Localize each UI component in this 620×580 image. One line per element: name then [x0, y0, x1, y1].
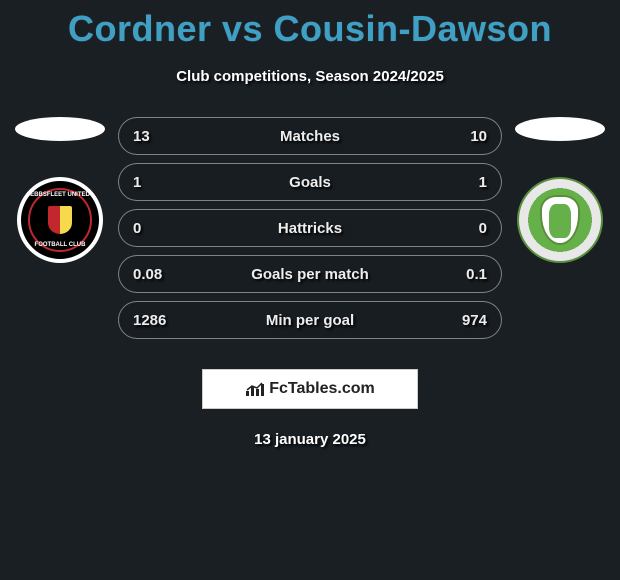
- brand-box[interactable]: FcTables.com: [202, 369, 418, 409]
- main-layout: EBBSFLEET UNITED FOOTBALL CLUB 13 Matches…: [0, 117, 620, 347]
- stat-row: 0 Hattricks 0: [118, 209, 502, 247]
- stat-label: Goals: [289, 174, 331, 191]
- left-player-avatar: [15, 117, 105, 141]
- left-crest-inner: EBBSFLEET UNITED FOOTBALL CLUB: [28, 188, 92, 252]
- stat-left-value: 1286: [133, 312, 173, 329]
- left-side: EBBSFLEET UNITED FOOTBALL CLUB: [10, 117, 110, 263]
- stat-label: Matches: [280, 128, 340, 145]
- right-crest-inner: [540, 195, 580, 245]
- stat-row: 0.08 Goals per match 0.1: [118, 255, 502, 293]
- stat-right-value: 10: [447, 128, 487, 145]
- crest-left-top-text: EBBSFLEET UNITED: [30, 192, 90, 198]
- stat-row: 1286 Min per goal 974: [118, 301, 502, 339]
- page-title: Cordner vs Cousin-Dawson: [0, 0, 620, 50]
- stat-left-value: 0: [133, 220, 173, 237]
- crest-left-bottom-text: FOOTBALL CLUB: [35, 242, 86, 248]
- stat-row: 1 Goals 1: [118, 163, 502, 201]
- stat-right-value: 974: [447, 312, 487, 329]
- left-team-crest: EBBSFLEET UNITED FOOTBALL CLUB: [17, 177, 103, 263]
- stat-label: Goals per match: [251, 266, 369, 283]
- right-player-avatar: [515, 117, 605, 141]
- stats-container: 13Matches101Goals10Hattricks00.08Goals p…: [110, 117, 510, 347]
- stat-label: Min per goal: [266, 312, 354, 329]
- stat-left-value: 13: [133, 128, 173, 145]
- date-label: 13 january 2025: [0, 431, 620, 448]
- stat-left-value: 0.08: [133, 266, 173, 283]
- stat-right-value: 0.1: [447, 266, 487, 283]
- stat-row: 13 Matches 10: [118, 117, 502, 155]
- subtitle: Club competitions, Season 2024/2025: [0, 68, 620, 85]
- stat-left-value: 1: [133, 174, 173, 191]
- right-side: [510, 117, 610, 263]
- right-team-crest: [517, 177, 603, 263]
- brand-chart-icon: [245, 381, 265, 397]
- stat-right-value: 1: [447, 174, 487, 191]
- stat-label: Hattricks: [278, 220, 342, 237]
- left-crest-shield: [48, 206, 72, 234]
- stat-right-value: 0: [447, 220, 487, 237]
- brand-text: FcTables.com: [269, 380, 375, 398]
